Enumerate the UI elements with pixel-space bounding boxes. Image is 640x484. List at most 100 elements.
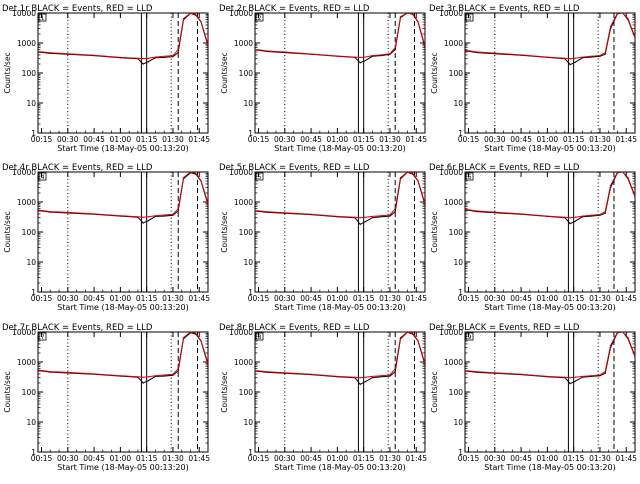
series-point-lld xyxy=(119,56,121,59)
y-tick-label: 10000 xyxy=(229,328,253,337)
series-point-lld xyxy=(172,373,174,375)
y-tick-label: 10000 xyxy=(229,9,253,18)
series-point-lld xyxy=(177,49,179,51)
series-point-lld xyxy=(93,54,95,56)
series-point-lld xyxy=(476,51,478,53)
corner-marker-box xyxy=(255,172,264,181)
series-point-lld xyxy=(494,52,496,54)
plot-frame xyxy=(254,171,426,293)
series-point-lld xyxy=(465,49,466,51)
series-point-lld xyxy=(255,369,256,372)
series-point-lld xyxy=(207,362,208,364)
x-tick-label: 01:00 xyxy=(537,294,559,303)
series-point-lld xyxy=(336,55,338,57)
series-point-lld xyxy=(590,375,592,377)
series-point-lld xyxy=(195,332,197,334)
series-point-lld xyxy=(399,177,402,179)
x-tick-label: 01:00 xyxy=(327,454,349,463)
series-point-lld xyxy=(49,370,51,373)
series-point-lld xyxy=(569,217,571,219)
series-point-events xyxy=(163,375,165,377)
x-axis-label: Start Time (18-May-05 00:13:20) xyxy=(57,303,188,312)
detector-panel-8: Det 8r BLACK = Events, RED = LLD 1 10 100 10… xyxy=(219,323,427,472)
x-axis-label: Start Time (18-May-05 00:13:20) xyxy=(274,144,405,153)
series-point-lld xyxy=(177,208,179,210)
x-tick-label: 01:45 xyxy=(188,135,210,144)
y-tick-label: 1000 xyxy=(234,39,253,48)
x-tick-label: 00:15 xyxy=(31,454,53,463)
series-point-lld xyxy=(412,13,414,15)
series-point-events xyxy=(389,215,391,217)
series-point-lld xyxy=(634,36,635,38)
y-tick-label: 10000 xyxy=(439,168,463,177)
x-tick-label: 00:30 xyxy=(484,135,506,144)
series-point-events xyxy=(569,223,571,225)
series-point-events xyxy=(147,60,150,63)
series-point-lld xyxy=(627,18,629,20)
series-point-lld xyxy=(310,213,312,215)
corner-marker-label: 4 xyxy=(41,174,45,181)
corner-marker-label: 5 xyxy=(258,174,262,181)
series-point-lld xyxy=(207,202,208,204)
series-point-lld xyxy=(200,179,202,182)
series-point-lld xyxy=(310,53,312,55)
series-point-lld xyxy=(336,375,338,378)
y-tick-label: 100 xyxy=(239,228,254,237)
series-point-lld xyxy=(389,374,391,376)
panel-title: Det 6r BLACK = Events, RED = LLD xyxy=(429,163,580,173)
corner-marker-box xyxy=(465,332,474,341)
y-tick-label: 10000 xyxy=(229,168,253,177)
series-point-lld xyxy=(616,172,619,173)
y-tick-label: 1000 xyxy=(234,198,253,207)
x-tick-label: 00:45 xyxy=(83,454,105,463)
x-axis-label: Start Time (18-May-05 00:13:20) xyxy=(484,463,615,472)
y-tick-label: 1000 xyxy=(444,198,463,207)
y-tick-label: 1 xyxy=(31,448,36,457)
series-point-lld xyxy=(604,370,606,373)
series-point-events xyxy=(424,204,425,206)
series-point-lld xyxy=(195,172,197,174)
series-point-lld xyxy=(119,375,121,377)
series-point-events xyxy=(207,364,208,366)
series-point-lld xyxy=(546,375,548,378)
x-tick-label: 00:15 xyxy=(248,454,270,463)
x-tick-label: 00:45 xyxy=(83,294,105,303)
series-line-events xyxy=(465,332,635,385)
corner-marker-label: 9 xyxy=(468,334,472,341)
x-tick-label: 01:45 xyxy=(615,135,637,144)
detector-panel-9: Det 9r BLACK = Events, RED = LLD 1 10 100 10… xyxy=(429,323,637,472)
detector-panel-7: Det 7r BLACK = Events, RED = LLD 1 10 100 10… xyxy=(2,323,210,472)
x-tick-label: 00:45 xyxy=(300,294,322,303)
series-point-lld xyxy=(154,56,157,58)
series-point-lld xyxy=(182,177,185,179)
series-point-lld xyxy=(389,53,391,55)
series-point-lld xyxy=(380,215,382,217)
series-point-lld xyxy=(137,216,139,218)
y-tick-label: 1 xyxy=(458,288,463,297)
detector-panel-3: Det 3r BLACK = Events, RED = LLD 1 10 100 10… xyxy=(429,4,637,153)
series-point-lld xyxy=(310,373,312,375)
series-point-lld xyxy=(154,375,157,377)
series-point-lld xyxy=(67,53,69,55)
series-point-lld xyxy=(359,217,361,219)
series-point-lld xyxy=(424,45,425,47)
series-point-lld xyxy=(494,372,496,374)
x-tick-label: 01:00 xyxy=(537,135,559,144)
x-tick-label: 00:30 xyxy=(274,294,296,303)
series-point-lld xyxy=(609,26,612,28)
series-point-events xyxy=(207,204,208,206)
x-tick-label: 00:15 xyxy=(31,294,53,303)
x-tick-label: 01:30 xyxy=(589,135,611,144)
series-point-lld xyxy=(599,374,601,376)
x-tick-label: 01:30 xyxy=(589,294,611,303)
series-point-lld xyxy=(627,177,629,179)
y-tick-label: 10 xyxy=(26,99,36,108)
x-tick-label: 01:15 xyxy=(353,454,375,463)
x-tick-label: 00:15 xyxy=(31,135,53,144)
series-point-lld xyxy=(147,57,150,59)
series-point-events xyxy=(142,382,144,384)
x-tick-label: 00:30 xyxy=(274,454,296,463)
series-point-lld xyxy=(336,215,338,218)
series-point-lld xyxy=(406,13,409,14)
series-point-lld xyxy=(406,172,409,173)
